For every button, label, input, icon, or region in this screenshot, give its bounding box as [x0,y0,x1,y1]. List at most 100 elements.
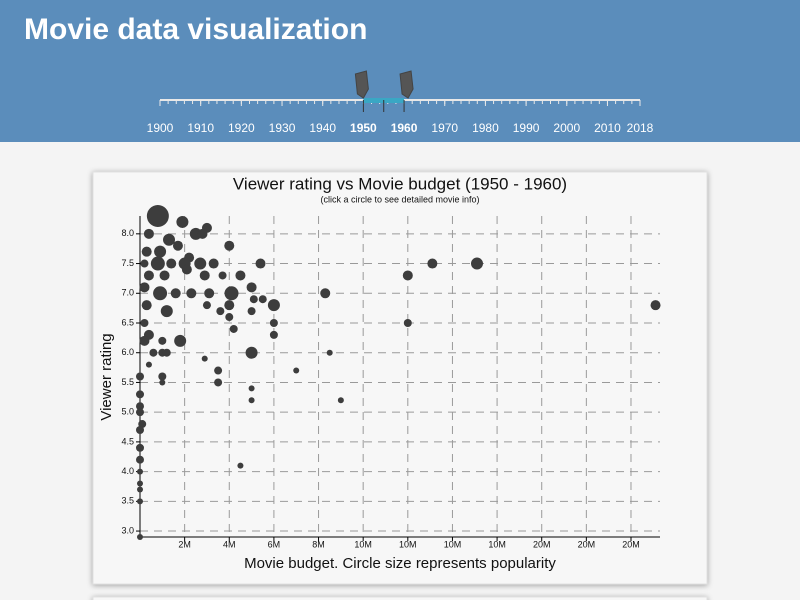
slider-handle[interactable] [354,70,369,99]
movie-point[interactable] [139,282,150,293]
movie-point[interactable] [141,246,152,257]
movie-point[interactable] [139,335,150,346]
movie-point[interactable] [136,455,144,464]
slider-tick-label: 1970 [431,121,458,135]
x-tick-label: 20M [622,539,640,549]
movie-point[interactable] [326,349,333,356]
movie-point[interactable] [137,534,143,540]
x-tick-label: 10M [444,539,462,549]
movie-point[interactable] [427,258,438,269]
movie-point[interactable] [174,334,187,347]
movie-point[interactable] [186,288,197,299]
slider-tick-label: 1930 [269,121,296,135]
movie-point[interactable] [248,397,255,404]
movie-point[interactable] [158,372,167,381]
movie-point[interactable] [140,259,149,268]
movie-point[interactable] [650,300,661,311]
movie-point[interactable] [154,245,167,258]
x-tick-label: 2M [178,539,191,549]
movie-point[interactable] [208,258,219,269]
movie-point[interactable] [159,270,170,281]
movie-point[interactable] [224,300,235,311]
movie-point[interactable] [176,215,189,228]
movie-point[interactable] [224,240,235,251]
movie-point[interactable] [293,367,300,374]
slider-tick-label: 1990 [513,121,540,135]
movie-point[interactable] [225,313,234,322]
y-tick-label: 7.0 [121,288,134,298]
movie-point[interactable] [202,301,211,310]
movie-point[interactable] [136,402,144,411]
x-tick-label: 4M [223,539,236,549]
movie-point[interactable] [197,228,208,239]
x-tick-label: 10M [399,539,417,549]
movie-point[interactable] [258,295,267,304]
y-tick-label: 4.0 [121,466,134,476]
movie-point[interactable] [150,256,165,271]
movie-point[interactable] [137,486,143,493]
movie-point[interactable] [145,361,152,368]
movie-point[interactable] [199,270,210,281]
movie-point[interactable] [170,288,181,299]
year-slider[interactable]: 1900 1910 1920 1930 1940 1950 1960 1970 1980 1990… [147,70,654,135]
movie-point[interactable] [249,295,258,304]
movie-point[interactable] [163,233,176,246]
movie-point[interactable] [153,286,168,301]
movie-point[interactable] [201,355,208,362]
y-tick-label: 7.5 [121,258,134,268]
movie-point[interactable] [247,307,256,316]
movie-point[interactable] [146,205,169,227]
movie-point[interactable] [269,319,278,327]
y-tick-label: 8.0 [121,228,134,238]
movie-point[interactable] [216,307,225,316]
movie-point[interactable] [267,299,280,312]
x-tick-label: 20M [533,539,551,549]
movie-point[interactable] [204,288,215,299]
movie-point[interactable] [337,397,344,404]
movie-point[interactable] [141,300,152,311]
movie-point[interactable] [214,366,223,375]
movie-point[interactable] [136,408,144,417]
movie-point[interactable] [181,264,192,275]
movie-point[interactable] [269,330,278,339]
movie-point[interactable] [166,258,177,269]
movie-point[interactable] [160,305,173,318]
movie-point[interactable] [136,372,144,381]
movie-point[interactable] [470,257,483,270]
movie-point[interactable] [402,270,413,281]
movie-point[interactable] [143,270,154,281]
movie-point[interactable] [140,319,149,327]
movie-point[interactable] [235,270,246,281]
movie-point[interactable] [162,348,171,357]
movie-point[interactable] [137,468,143,475]
movie-point[interactable] [137,480,143,487]
slider-tick-label: 1940 [309,121,336,135]
movie-point[interactable] [136,426,144,434]
movie-point[interactable] [137,498,143,505]
movie-point[interactable] [403,319,412,327]
plot: 3.0 3.5 4.0 4.5 5.0 5.5 6.0 6.5 7.0 7.5 8.0 2M 4M 6M 8… [121,205,661,549]
movie-point[interactable] [143,228,154,239]
movie-point[interactable] [194,257,207,270]
movie-point[interactable] [172,240,183,251]
movie-point[interactable] [320,288,331,299]
movie-point[interactable] [224,286,239,301]
movie-point[interactable] [248,385,255,392]
movie-point[interactable] [245,346,258,359]
movie-point[interactable] [229,324,238,333]
movie-point[interactable] [159,379,166,386]
movie-point[interactable] [218,271,227,280]
slider-handle[interactable] [399,70,414,99]
movie-point[interactable] [255,258,266,269]
movie-point[interactable] [158,336,167,345]
movie-point[interactable] [149,348,158,357]
movie-point[interactable] [246,282,257,293]
x-tick-label: 8M [312,539,325,549]
movie-point[interactable] [237,462,244,469]
movie-point[interactable] [136,390,144,399]
movie-point[interactable] [214,378,223,387]
movie-point[interactable] [136,443,144,452]
